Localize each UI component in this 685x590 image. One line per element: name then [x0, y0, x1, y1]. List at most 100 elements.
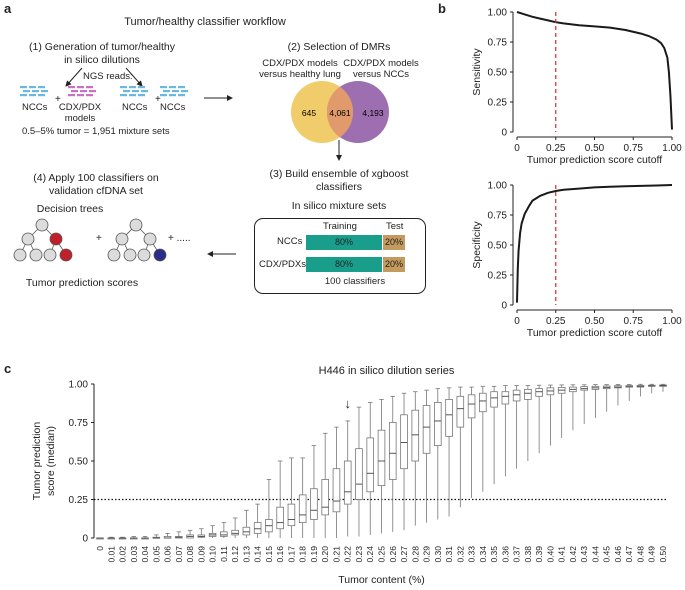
x-tick-label: 0.48	[635, 546, 645, 563]
x-tick-label: 0.34	[478, 546, 488, 563]
box-0.10	[208, 525, 217, 538]
x-axis-label: Tumor content (%)	[338, 574, 425, 586]
x-tick-label: 0.13	[241, 546, 251, 563]
box-iqr	[456, 395, 465, 428]
box-0.13	[242, 509, 251, 538]
x-tick-label: 0.25	[546, 316, 566, 327]
x-tick-label: 0.45	[602, 546, 612, 563]
box-0.35	[490, 385, 498, 485]
x-tick-label: 0.02	[118, 546, 128, 563]
box-0.25	[377, 399, 386, 534]
step4-line2: validation cfDNA set	[49, 185, 143, 197]
x-tick-label: 0.39	[534, 546, 544, 563]
box-0.32	[456, 386, 465, 508]
y-tick-label: 0.75	[488, 211, 508, 222]
chart-specificity: 00.250.500.751.000 0.25 0.50 0.75 1.00Tumor …	[471, 181, 682, 340]
row-cdx-train-bar: 80%	[306, 257, 382, 272]
chart-title: H446 in silico dilution series	[319, 365, 455, 377]
x-tick-label: 0.26	[388, 546, 398, 563]
x-tick-label: 1.00	[662, 316, 682, 327]
ngs-read	[172, 90, 179, 93]
ngs-read	[77, 94, 84, 97]
venn-right-label-1: CDX/PDX models	[343, 58, 419, 69]
box-0.08	[186, 529, 194, 539]
x-tick-label: 1.00	[662, 143, 682, 154]
y-tick-label: 0.25	[488, 98, 508, 109]
step1-line1: (1) Generation of tumor/healthy	[29, 41, 175, 53]
tree-node	[13, 248, 27, 262]
row-ncc-test-bar: 20%	[383, 235, 405, 250]
y-tick-label: 0.50	[488, 241, 508, 252]
tree-node	[143, 232, 157, 246]
workflow-title: Tumor/healthy classifier workflow	[124, 16, 286, 28]
ngs-read	[163, 90, 170, 93]
x-tick-label: 0.46	[613, 546, 623, 563]
box-0.21	[332, 426, 341, 538]
ngs-read	[120, 86, 127, 89]
box-iqr	[366, 437, 375, 493]
step1-line2: in silico dilutions	[64, 54, 140, 66]
venn-overlap-value: 4,061	[329, 108, 351, 118]
y-tick-label: 1.00	[488, 181, 508, 192]
box-0.30	[434, 388, 442, 520]
ngs-read	[129, 86, 136, 89]
box-0.28	[411, 391, 420, 526]
ngs-read	[68, 86, 75, 89]
x-tick-label: 0.07	[174, 546, 184, 563]
x-tick-label: 0.23	[354, 546, 364, 563]
box-0.26	[388, 395, 397, 532]
venn-left-label-1: CDX/PDX models	[262, 58, 338, 69]
box-iqr	[422, 405, 431, 454]
x-tick-label: 0.27	[399, 546, 409, 563]
box-0.29	[422, 389, 431, 523]
step3-line2: classifiers	[315, 181, 363, 193]
ngs-reads-label: NGS reads:	[83, 71, 133, 82]
x-tick-label: 0.10	[208, 546, 218, 563]
box-0.47	[625, 384, 633, 401]
ngs-read	[86, 86, 93, 89]
x-tick-label: 0.08	[185, 546, 195, 563]
tree-node	[49, 232, 63, 246]
x-tick-label: 0.22	[343, 546, 353, 563]
tree-node	[21, 232, 35, 246]
box-0.19	[310, 445, 318, 538]
x-tick-label: 0.25	[377, 546, 387, 563]
y-tick-label: 0.75	[69, 418, 89, 429]
x-tick-label: 0.36	[500, 546, 510, 563]
ngs-read	[120, 94, 127, 97]
x-tick-label: 0	[95, 546, 105, 551]
ngs-read	[38, 86, 45, 89]
box-0.42	[569, 384, 577, 431]
venn-left-label-2: versus healthy lung	[259, 69, 341, 80]
x-tick-label: 0.30	[433, 546, 443, 563]
box-iqr	[355, 448, 363, 500]
x-tick-label: 0.33	[467, 546, 477, 563]
box-iqr	[490, 391, 498, 408]
groupA-ncc-reads	[20, 86, 48, 97]
box-iqr	[445, 399, 453, 437]
box-0.48	[636, 383, 645, 397]
venn-right-label-2: versus NCCs	[353, 69, 409, 80]
decision-trees-label: Decision trees	[36, 203, 104, 215]
x-tick-label: 0.49	[647, 546, 657, 563]
box-iqr	[242, 526, 251, 536]
box-0.23	[355, 406, 363, 537]
x-tick-label: 0.16	[275, 546, 285, 563]
step3-line1: (3) Build ensemble of xgboost	[269, 168, 409, 180]
box-0.44	[591, 384, 600, 418]
ngs-read	[138, 86, 145, 89]
panel-b-charts: 00.250.500.751.000 0.25 0.50 0.75 1.00Tumor …	[471, 8, 682, 340]
panel-label-a: a	[4, 1, 12, 16]
box-iqr	[310, 488, 318, 520]
y-axis-label: Sensitivity	[471, 48, 483, 96]
box-iqr	[479, 392, 487, 413]
x-tick-label: 0.09	[196, 546, 206, 563]
ngs-read	[29, 94, 36, 97]
ngs-read	[29, 86, 36, 89]
x-tick-label: 0.42	[568, 546, 578, 563]
mixture-sets-label: In silico mixture sets	[291, 200, 387, 212]
groupA-right-label-2: models	[64, 113, 96, 124]
ngs-read	[80, 90, 87, 93]
